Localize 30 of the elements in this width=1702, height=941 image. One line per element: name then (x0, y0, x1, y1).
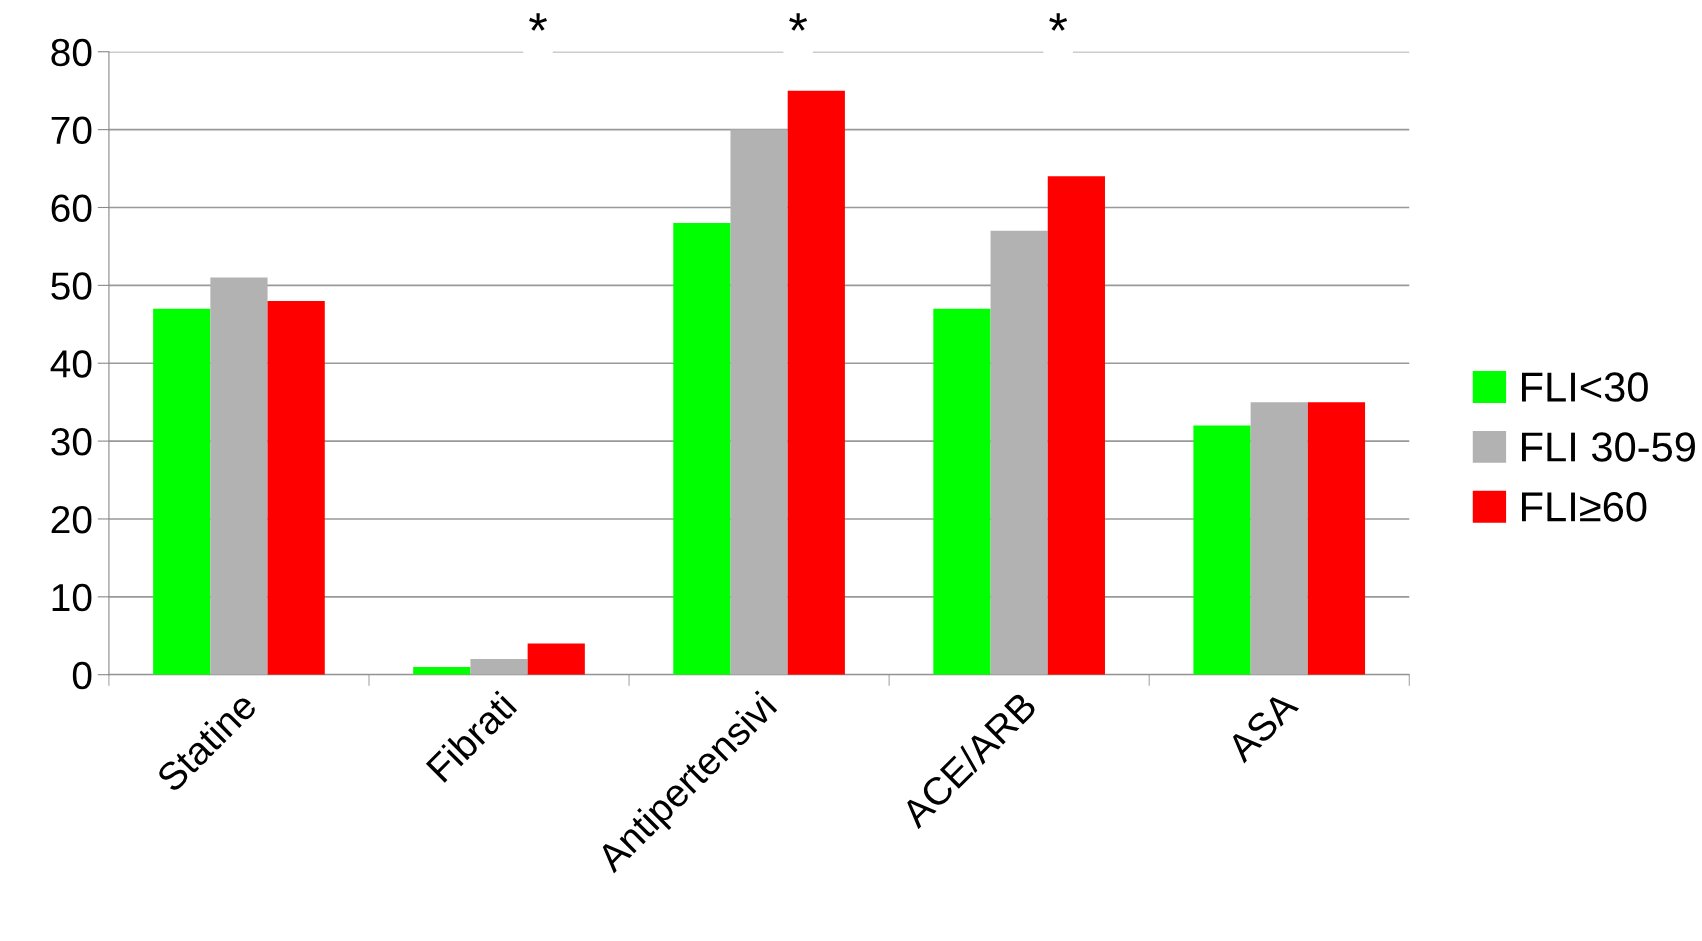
bar (210, 277, 268, 675)
bar (470, 659, 528, 675)
text: * (789, 13, 808, 31)
bar (413, 666, 471, 675)
y-tick-label: 80 (51, 38, 92, 67)
y-tick-label: 30 (51, 428, 92, 456)
bar (527, 643, 585, 675)
y-tick-label: 60 (51, 194, 92, 222)
y-tick-label: 0 (72, 661, 92, 690)
text: * (1049, 13, 1068, 31)
text: * (529, 13, 547, 31)
bar (153, 308, 211, 675)
bar (1047, 176, 1105, 675)
y-tick-label: 50 (51, 272, 92, 300)
bar (1193, 425, 1251, 675)
y-tick-label: 70 (51, 116, 92, 145)
bar (730, 129, 788, 675)
legend-label: FLI 30-59 (1522, 432, 1695, 462)
bar (787, 90, 845, 675)
y-tick-label: 20 (51, 505, 92, 534)
bar (1250, 402, 1308, 675)
bar (267, 300, 325, 675)
bar (673, 223, 731, 675)
y-tick-label: 10 (52, 583, 92, 612)
bar (1307, 402, 1366, 675)
legend-label: FLI≥60 (1522, 492, 1647, 522)
bar (933, 308, 991, 675)
y-tick-label: 40 (50, 350, 92, 378)
bar (990, 230, 1048, 675)
legend-label: FLI<30 (1522, 372, 1648, 402)
